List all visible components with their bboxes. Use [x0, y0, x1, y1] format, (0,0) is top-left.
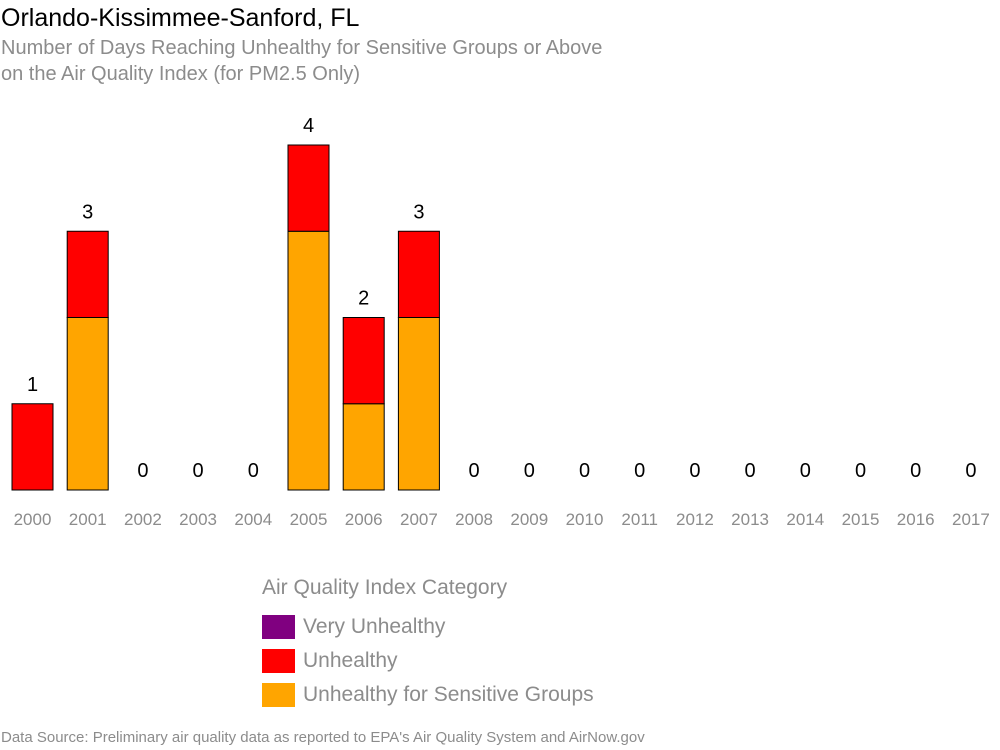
bar-2005-unhealthy [287, 144, 330, 232]
bar-2007-unhealthy-for-sensitive-groups [397, 317, 440, 491]
bar-2001-unhealthy-for-sensitive-groups [66, 317, 109, 491]
x-tick-label-2010: 2010 [566, 510, 604, 529]
data-label-2005: 4 [303, 115, 314, 137]
x-tick-label-2006: 2006 [345, 510, 383, 529]
x-tick-label-2002: 2002 [124, 510, 162, 529]
data-label-2017: 0 [965, 460, 976, 482]
legend-swatch-unhealthy-sensitive [262, 683, 295, 707]
legend-item-unhealthy-sensitive: Unhealthy for Sensitive Groups [262, 678, 594, 712]
data-label-2009: 0 [524, 460, 535, 482]
data-label-2016: 0 [910, 460, 921, 482]
legend-label-unhealthy-sensitive: Unhealthy for Sensitive Groups [303, 683, 594, 706]
x-tick-label-2003: 2003 [179, 510, 217, 529]
x-tick-label-2012: 2012 [676, 510, 714, 529]
legend: Air Quality Index Category Very Unhealth… [262, 576, 594, 712]
data-label-2000: 1 [27, 374, 38, 396]
legend-item-very-unhealthy: Very Unhealthy [262, 610, 594, 644]
x-tick-label-2008: 2008 [455, 510, 493, 529]
data-label-2007: 3 [413, 201, 424, 223]
data-label-2006: 2 [358, 288, 369, 310]
x-tick-label-2016: 2016 [897, 510, 935, 529]
bar-2005-unhealthy-for-sensitive-groups [287, 230, 330, 491]
data-label-2012: 0 [689, 460, 700, 482]
bar-2006-unhealthy-for-sensitive-groups [342, 403, 385, 491]
legend-item-unhealthy: Unhealthy [262, 644, 594, 678]
data-label-2008: 0 [469, 460, 480, 482]
data-label-2015: 0 [855, 460, 866, 482]
legend-label-unhealthy: Unhealthy [303, 649, 398, 672]
data-source-note: Data Source: Preliminary air quality dat… [1, 729, 645, 746]
chart-title: Orlando-Kissimmee-Sanford, FL [1, 4, 360, 32]
data-label-2002: 0 [137, 460, 148, 482]
bar-2001-unhealthy [66, 230, 109, 318]
data-label-2004: 0 [248, 460, 259, 482]
x-tick-label-2015: 2015 [842, 510, 880, 529]
data-label-2010: 0 [579, 460, 590, 482]
x-tick-label-2009: 2009 [510, 510, 548, 529]
x-tick-label-2011: 2011 [621, 510, 658, 529]
x-tick-label-2005: 2005 [290, 510, 328, 529]
x-tick-label-2001: 2001 [69, 510, 107, 529]
bar-2006-unhealthy [342, 317, 385, 405]
x-tick-label-2014: 2014 [786, 510, 824, 529]
legend-title: Air Quality Index Category [262, 576, 508, 599]
chart-subtitle-line2: on the Air Quality Index (for PM2.5 Only… [1, 63, 361, 85]
data-label-2013: 0 [745, 460, 756, 482]
data-label-2003: 0 [193, 460, 204, 482]
legend-swatch-very-unhealthy [262, 615, 295, 639]
data-label-2011: 0 [634, 460, 645, 482]
chart-subtitle-line1: Number of Days Reaching Unhealthy for Se… [1, 37, 603, 59]
x-tick-label-2017: 2017 [952, 510, 990, 529]
x-tick-label-2013: 2013 [731, 510, 769, 529]
data-label-2014: 0 [800, 460, 811, 482]
bar-chart: 1 2000 3 2001 0 2002 0 2003 0 2004 4 2005 2 2006 3 2007… [11, 115, 990, 529]
x-tick-label-2004: 2004 [234, 510, 272, 529]
x-tick-label-2000: 2000 [14, 510, 52, 529]
legend-label-very-unhealthy: Very Unhealthy [303, 615, 446, 638]
x-tick-label-2007: 2007 [400, 510, 438, 529]
legend-swatch-unhealthy [262, 649, 295, 673]
bar-2007-unhealthy [397, 230, 440, 318]
bar-2000-unhealthy [11, 403, 54, 491]
data-label-2001: 3 [82, 201, 93, 223]
